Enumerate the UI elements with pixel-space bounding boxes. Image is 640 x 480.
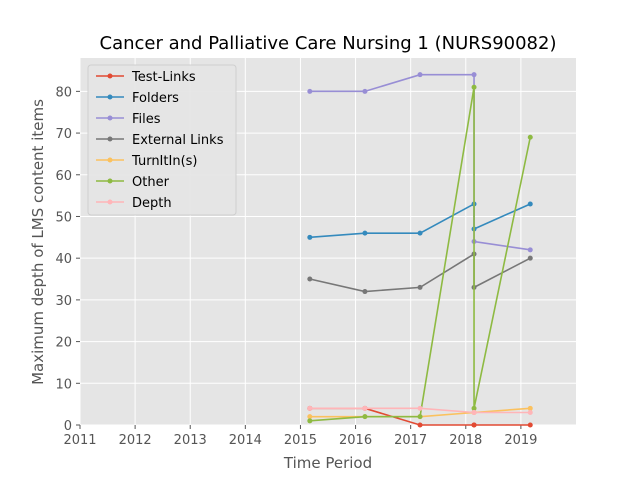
legend-label: Other	[132, 175, 170, 190]
data-point	[471, 409, 477, 415]
data-point	[417, 230, 423, 236]
legend-label: Depth	[132, 196, 172, 211]
series-line	[309, 87, 532, 422]
data-point	[471, 84, 477, 90]
series-line	[309, 73, 531, 251]
data-point	[307, 418, 313, 424]
data-point	[527, 247, 533, 253]
data-point	[362, 289, 368, 295]
x-axis-ticks: 2011 2012 2013 2014 2015 2016 2017 2018 2019	[63, 425, 537, 448]
data-point	[527, 409, 533, 415]
y-tick-label: 30	[55, 294, 72, 309]
legend-item: External Links	[96, 133, 224, 148]
data-point	[527, 201, 533, 207]
y-tick-label: 60	[55, 169, 72, 184]
data-point	[417, 284, 423, 290]
y-tick-label: 10	[55, 377, 72, 392]
data-point	[417, 414, 423, 420]
data-point	[362, 405, 368, 411]
legend-label: Files	[132, 112, 161, 127]
data-point	[362, 88, 368, 94]
legend-swatch-marker	[107, 94, 113, 100]
x-tick-label: 2016	[339, 433, 372, 448]
legend-label: Folders	[132, 91, 179, 106]
data-point	[307, 414, 313, 420]
legend-item: Folders	[96, 91, 179, 106]
data-point	[471, 422, 477, 428]
y-axis-label: Maximum depth of LMS content items	[29, 99, 47, 385]
series-files	[307, 72, 533, 253]
y-tick-label: 0	[64, 419, 72, 434]
x-tick-label: 2013	[174, 433, 207, 448]
x-tick-label: 2018	[449, 433, 482, 448]
legend-swatch-marker	[107, 73, 113, 79]
legend-box	[87, 64, 237, 216]
x-tick-label: 2012	[119, 433, 152, 448]
y-axis-ticks: 0 10 20 30 40 50 60 70 80	[55, 85, 80, 434]
data-point	[417, 72, 423, 78]
legend-item: Test-Links	[96, 70, 196, 85]
series-depth	[307, 405, 533, 415]
y-tick-label: 70	[55, 127, 72, 142]
data-point	[307, 405, 313, 411]
x-tick-label: 2017	[394, 433, 427, 448]
legend-item: Other	[96, 175, 170, 190]
data-point	[527, 422, 533, 428]
data-point	[417, 405, 423, 411]
data-point	[362, 414, 368, 420]
legend-swatch-marker	[107, 136, 113, 142]
x-axis-label: Time Period	[283, 454, 372, 472]
legend-swatch-marker	[107, 199, 113, 205]
series-external-links	[307, 251, 533, 295]
series-line	[309, 202, 531, 239]
legend: Test-Links Folders Files External Links Turn…	[87, 64, 237, 216]
data-point	[307, 88, 313, 94]
data-point	[417, 422, 423, 428]
x-tick-label: 2014	[229, 433, 262, 448]
data-point	[527, 405, 533, 411]
y-tick-label: 40	[55, 252, 72, 267]
data-point	[362, 230, 368, 236]
x-tick-label: 2019	[504, 433, 537, 448]
legend-item: Files	[96, 112, 161, 127]
data-point	[471, 72, 477, 78]
series-group	[307, 72, 533, 428]
series-line	[309, 252, 531, 293]
chart-title: Cancer and Palliative Care Nursing 1 (NU…	[100, 33, 557, 54]
legend-swatch-marker	[107, 115, 113, 121]
legend-label: Test-Links	[131, 70, 196, 85]
y-tick-label: 20	[55, 336, 72, 351]
data-point	[527, 134, 533, 140]
legend-item: TurnItIn(s)	[96, 154, 197, 169]
legend-label: TurnItIn(s)	[131, 154, 197, 169]
data-point	[527, 255, 533, 261]
series-other	[307, 84, 533, 424]
legend-item: Depth	[96, 196, 172, 211]
y-tick-label: 80	[55, 85, 72, 100]
legend-swatch-marker	[107, 157, 113, 163]
y-tick-label: 50	[55, 210, 72, 225]
data-point	[307, 276, 313, 282]
x-tick-label: 2015	[284, 433, 317, 448]
legend-label: External Links	[132, 133, 224, 148]
legend-swatch-marker	[107, 178, 113, 184]
data-point	[471, 405, 477, 411]
x-tick-label: 2011	[63, 433, 96, 448]
data-point	[307, 234, 313, 240]
